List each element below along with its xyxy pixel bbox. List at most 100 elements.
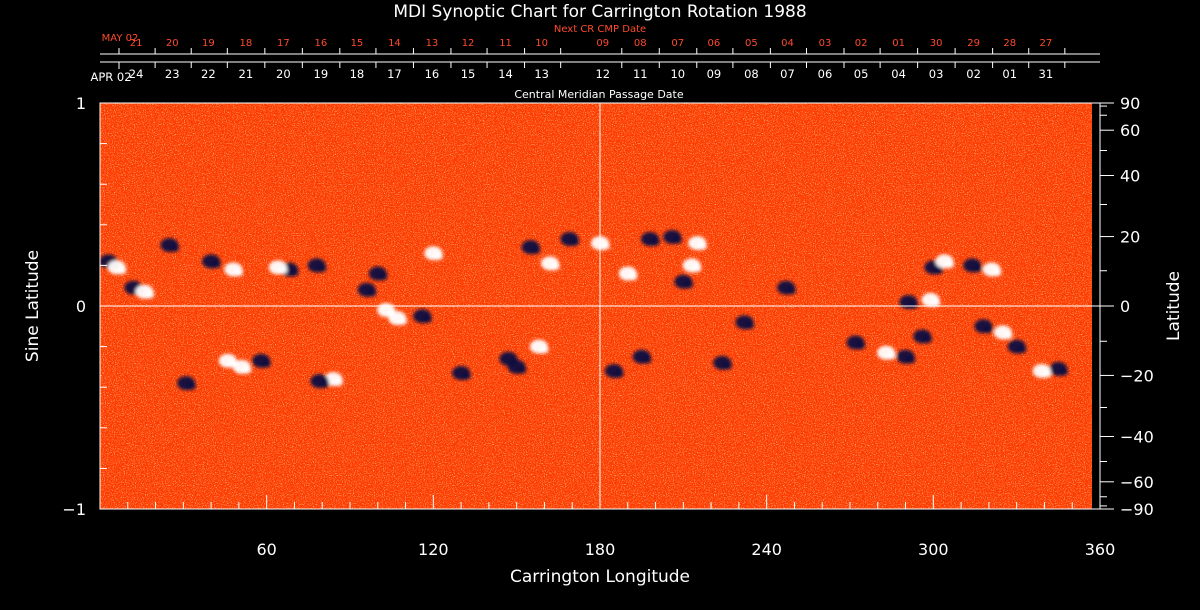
active-region-neg-lobe	[169, 244, 180, 253]
y-right-tick-label: 0	[1120, 297, 1130, 316]
cmp-date-label: 15	[461, 67, 476, 81]
active-region-pos-lobe	[241, 365, 252, 374]
cmp-date-label: 22	[201, 67, 216, 81]
cmp-date-label: 07	[780, 67, 795, 81]
next-cr-start-label: MAY 02	[102, 33, 139, 44]
active-region-neg-lobe	[1058, 367, 1069, 376]
cmp-axis-title: Central Meridian Passage Date	[514, 88, 683, 101]
x-tick-label: 60	[256, 540, 276, 559]
next-cr-date-label: 14	[388, 38, 401, 49]
active-region-pos-lobe	[538, 345, 549, 354]
active-region-pos-lobe	[1041, 369, 1052, 378]
next-cr-date-label: 19	[202, 38, 215, 49]
active-region-neg-lobe	[641, 355, 652, 364]
y-axis-label-left: Sine Latitude	[23, 250, 43, 362]
next-cr-date-label: 02	[855, 38, 868, 49]
x-axis: 60 120 180 240 300 360	[127, 495, 1116, 559]
cmp-date-label: 24	[129, 67, 144, 81]
next-cr-date-label: 18	[239, 38, 252, 49]
cmp-date-label: 18	[350, 67, 365, 81]
next-cr-date-label: 21	[130, 38, 143, 49]
active-region-pos-lobe	[433, 252, 444, 261]
next-cr-date-label: 30	[930, 38, 943, 49]
cmp-date-label: 03	[929, 67, 944, 81]
y-axis-label-right: Latitude	[1164, 271, 1184, 341]
x-axis-label: Carrington Longitude	[510, 567, 690, 587]
active-region-neg-lobe	[683, 280, 694, 289]
active-region-neg-lobe	[261, 359, 272, 368]
active-region-pos-lobe	[386, 309, 397, 318]
active-region-neg-lobe	[983, 325, 994, 334]
cmp-date-label: 02	[966, 67, 981, 81]
active-region-pos-lobe	[944, 260, 955, 269]
y-left-tick-label: −1	[62, 500, 86, 519]
next-cr-date-label: 17	[277, 38, 290, 49]
cmp-date-label: 21	[239, 67, 254, 81]
next-cr-date-label: 27	[1039, 38, 1052, 49]
next-cr-date-label: 09	[596, 38, 609, 49]
active-region-neg-lobe	[933, 266, 944, 275]
next-cr-date-label: 16	[314, 38, 327, 49]
active-region-neg-lobe	[722, 361, 733, 370]
next-cr-date-label: 06	[708, 38, 721, 49]
y-right-tick-label: 60	[1120, 121, 1140, 140]
right-y-axis: 90 60 40 20 0 −20 −40 −60 −90	[1100, 94, 1154, 519]
active-region-neg-lobe	[972, 264, 983, 273]
active-region-pos-lobe	[691, 264, 702, 273]
y-right-tick-label: −20	[1120, 366, 1154, 385]
x-tick-label: 180	[585, 540, 616, 559]
active-region-pos-lobe	[277, 266, 288, 275]
active-region-neg-lobe	[905, 355, 916, 364]
active-region-neg-lobe	[516, 365, 527, 374]
next-cr-date-label: 13	[426, 38, 439, 49]
active-region-pos-lobe	[886, 351, 897, 360]
cmp-date-axis: 24 23 22 21 20 19 18 17 16 15 14 13 12 11 10 09 08 07 06 05…	[118, 62, 1066, 81]
active-region-pos-lobe	[930, 298, 941, 307]
active-region-neg-lobe	[316, 264, 327, 273]
cmp-date-label: 05	[854, 67, 869, 81]
cmp-date-label: 01	[1002, 67, 1017, 81]
cmp-date-label: 13	[534, 67, 549, 81]
active-region-neg-lobe	[461, 371, 472, 380]
y-left-tick-label: 1	[76, 94, 86, 113]
y-left-tick-label: 0	[76, 297, 86, 316]
next-cr-date-label: 12	[462, 38, 475, 49]
left-y-axis: 1 0 −1	[62, 94, 114, 519]
active-region-pos-lobe	[627, 272, 638, 281]
cmp-date-label: 20	[276, 67, 291, 81]
y-right-tick-label: −90	[1120, 500, 1154, 519]
x-tick-label: 300	[918, 540, 949, 559]
next-cr-date-label: 04	[781, 38, 794, 49]
active-region-neg-lobe	[530, 246, 541, 255]
cmp-date-label: 08	[744, 67, 759, 81]
active-region-pos-lobe	[600, 242, 610, 251]
active-region-pos-lobe	[144, 290, 155, 299]
cmp-date-label: 23	[165, 67, 180, 81]
cmp-date-label: 06	[818, 67, 833, 81]
x-tick-label: 240	[751, 540, 782, 559]
cmp-start-label: APR 02	[90, 70, 131, 84]
next-cr-date-label: 01	[892, 38, 905, 49]
active-region-pos-lobe	[233, 268, 244, 277]
cmp-date-label: 11	[633, 67, 648, 81]
cmp-date-label: 19	[314, 67, 329, 81]
active-region-neg-lobe	[650, 238, 660, 247]
y-right-tick-label: −40	[1120, 427, 1154, 446]
cmp-date-label: 09	[707, 67, 722, 81]
active-region-pos-lobe	[697, 242, 708, 251]
active-region-neg-lobe	[211, 260, 222, 269]
cmp-date-label: 31	[1039, 67, 1054, 81]
active-region-neg-lobe	[855, 341, 866, 350]
y-right-tick-label: 40	[1120, 167, 1140, 186]
cmp-date-label: 17	[387, 67, 402, 81]
active-region-neg-lobe	[1016, 345, 1027, 354]
x-tick-label: 360	[1085, 540, 1116, 559]
active-region-neg-lobe	[744, 321, 755, 330]
next-cr-date-label: 05	[745, 38, 758, 49]
y-right-tick-label: 90	[1120, 94, 1140, 113]
active-region-neg-lobe	[613, 369, 624, 378]
cmp-date-label: 14	[498, 67, 513, 81]
next-cr-date-label: 20	[166, 38, 179, 49]
next-cr-date-label: 29	[967, 38, 980, 49]
active-region-pos-lobe	[227, 359, 238, 368]
